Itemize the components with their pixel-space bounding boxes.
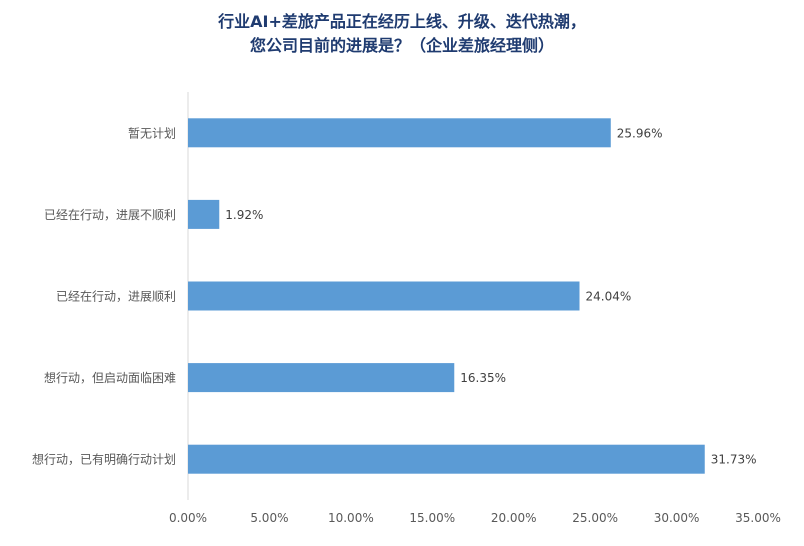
chart-title-line-2: 您公司目前的进展是？（企业差旅经理侧） <box>249 36 554 55</box>
data-label-4: 31.73% <box>711 453 757 467</box>
bar-0 <box>188 118 611 148</box>
x-tick-label-0: 0.00% <box>169 511 207 525</box>
x-tick-label-3: 15.00% <box>409 511 455 525</box>
data-label-0: 25.96% <box>617 126 663 140</box>
bar-1 <box>188 199 220 229</box>
chart-title-line-1: 行业AI+差旅产品正在经历上线、升级、迭代热潮， <box>218 12 586 31</box>
category-label-0: 暂无计划 <box>128 126 176 140</box>
x-tick-label-2: 10.00% <box>328 511 374 525</box>
data-label-1: 1.92% <box>225 208 263 222</box>
bar-4 <box>188 444 705 474</box>
x-tick-label-7: 35.00% <box>735 511 781 525</box>
category-label-4: 想行动，已有明确行动计划 <box>32 452 176 467</box>
x-tick-label-6: 30.00% <box>654 511 700 525</box>
category-label-3: 想行动，但启动面临困难 <box>44 370 176 385</box>
x-tick-label-4: 20.00% <box>491 511 537 525</box>
data-label-2: 24.04% <box>586 290 632 304</box>
category-label-1: 已经在行动，进展不顺利 <box>44 208 176 222</box>
x-tick-label-1: 5.00% <box>250 511 288 525</box>
bar-2 <box>188 281 580 311</box>
data-label-3: 16.35% <box>460 371 506 385</box>
x-tick-label-5: 25.00% <box>572 511 618 525</box>
category-label-2: 已经在行动，进展顺利 <box>56 290 176 304</box>
bar-3 <box>188 363 455 393</box>
